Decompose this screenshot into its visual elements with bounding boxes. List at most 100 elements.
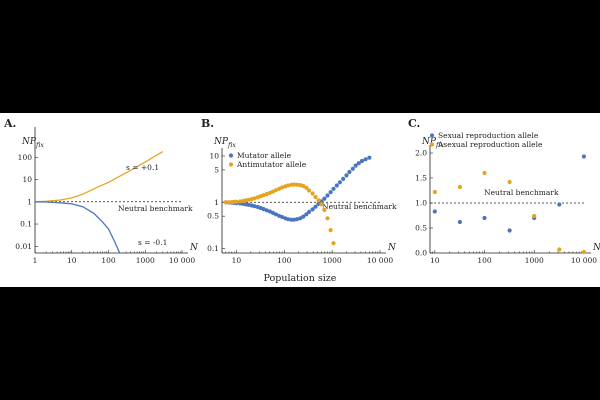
data-point: [298, 216, 303, 221]
data-point: [359, 158, 365, 164]
data-point: [334, 183, 339, 188]
data-point: [252, 204, 257, 209]
data-point: [295, 182, 300, 187]
data-point: [482, 170, 487, 176]
data-point: [246, 197, 251, 202]
y-tick-label: 0.5: [207, 212, 219, 221]
y-axis-label: NPfix: [421, 137, 444, 149]
y-axis-label-sub: fix: [227, 141, 236, 149]
data-point: [273, 212, 278, 217]
x-tick-label: 1: [33, 256, 38, 265]
data-point: [313, 204, 318, 209]
x-axis-label: N: [189, 243, 199, 253]
x-axis-label: N: [592, 243, 600, 253]
data-point: [344, 173, 349, 178]
legend-label: Mutator allele: [237, 151, 292, 160]
x-tick-label: 10 000: [169, 256, 195, 265]
data-point: [286, 217, 291, 222]
series-label-positive: s = +0.1: [126, 163, 159, 172]
data-point: [356, 161, 361, 166]
data-point: [367, 155, 372, 160]
y-tick-label: 0.01: [15, 242, 32, 251]
x-tick-label: 1000: [323, 256, 342, 265]
data-point: [307, 209, 312, 214]
data-point: [316, 198, 321, 203]
x-tick-label: 10: [232, 256, 242, 265]
y-tick-label: 0.1: [207, 244, 219, 253]
x-tick-label: 10 000: [367, 256, 393, 265]
x-tick-label: 100: [477, 256, 492, 265]
data-point: [291, 182, 297, 187]
data-point: [246, 202, 251, 207]
y-tick-label: 1.5: [415, 174, 427, 183]
data-point: [310, 191, 315, 196]
panel-b: B. NPfix N 10 100 1000 10 000 0.1 0.5 1 5 10 Neutral…: [201, 117, 397, 265]
figure: A. NPfix N 1 10 100 1000 10 000 0.01 0.1 1 10 100 Neu…: [0, 113, 600, 287]
data-point: [273, 188, 278, 193]
data-point: [341, 176, 346, 181]
y-tick-label: 1: [27, 197, 32, 206]
x-tick-label: 10 000: [571, 256, 597, 265]
y-axis-label-sub: fix: [35, 141, 44, 149]
legend-label: Asexual reproduction allele: [437, 140, 543, 149]
legend-label: Sexual reproduction allele: [438, 131, 539, 140]
x-tick-label: 1000: [525, 256, 544, 265]
neutral-benchmark-label: Neutral benchmark: [118, 204, 193, 213]
data-point: [291, 217, 297, 222]
y-tick-label: 1.0: [415, 199, 427, 208]
y-tick-label: 10: [209, 152, 219, 161]
data-point: [337, 180, 342, 185]
data-point: [286, 183, 291, 188]
series-line-0: [34, 151, 164, 203]
data-point: [325, 216, 330, 221]
y-axis-label: NPfix: [21, 137, 44, 149]
data-point: [223, 200, 228, 205]
panel-c: C.NPfix N 10 100 1000 10 000 0.0 0.5 1.0 1.5 2.0 Ne…: [408, 117, 600, 265]
data-point: [331, 186, 336, 191]
panel-label: A.: [3, 117, 16, 130]
y-axis-label-sub: fix: [435, 141, 444, 149]
y-tick-label: 2.0: [415, 149, 427, 158]
y-axis-label-main: NP: [21, 137, 37, 147]
data-point: [328, 228, 333, 233]
y-tick-label: 10: [22, 175, 32, 184]
data-point: [310, 207, 315, 212]
legend-marker: [429, 133, 435, 138]
x-axis-label: N: [387, 243, 397, 253]
data-point: [331, 241, 336, 246]
x-tick-label: 10: [430, 256, 440, 265]
y-axis-label-main: NP: [213, 137, 229, 147]
data-point: [557, 247, 562, 252]
data-point: [432, 209, 437, 214]
y-axis-label-main: NP: [421, 137, 437, 147]
data-point: [325, 193, 330, 198]
panel-label: B.: [201, 117, 214, 130]
data-point: [457, 184, 462, 190]
y-tick-label: 0.0: [415, 249, 427, 258]
legend-marker: [228, 162, 234, 167]
data-point: [319, 202, 324, 207]
data-point: [252, 196, 257, 201]
x-tick-label: 1000: [136, 256, 155, 265]
data-point: [363, 157, 368, 162]
data-point: [238, 199, 243, 204]
data-point: [350, 166, 355, 171]
data-point: [313, 194, 318, 200]
data-point: [347, 169, 352, 175]
data-point: [482, 215, 487, 221]
neutral-benchmark-label: Neutral benchmark: [322, 202, 397, 211]
data-point: [264, 192, 269, 197]
x-tick-label: 10: [67, 256, 77, 265]
data-point: [457, 219, 462, 225]
data-point: [322, 196, 327, 201]
data-point: [581, 154, 587, 159]
y-tick-label: 5: [214, 165, 219, 174]
data-point: [557, 202, 562, 207]
data-point: [234, 199, 239, 204]
legend-marker: [228, 153, 234, 158]
data-point: [301, 183, 306, 189]
data-point: [301, 214, 306, 219]
data-point: [507, 228, 512, 233]
x-tick-label: 100: [101, 256, 116, 265]
data-point: [532, 213, 537, 219]
